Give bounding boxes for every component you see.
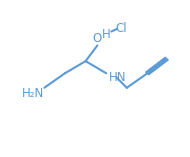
Text: H: H bbox=[102, 28, 111, 41]
Text: H₂N: H₂N bbox=[21, 87, 44, 100]
Text: O: O bbox=[93, 32, 102, 45]
Text: HN: HN bbox=[109, 71, 127, 84]
Text: Cl: Cl bbox=[115, 22, 127, 35]
